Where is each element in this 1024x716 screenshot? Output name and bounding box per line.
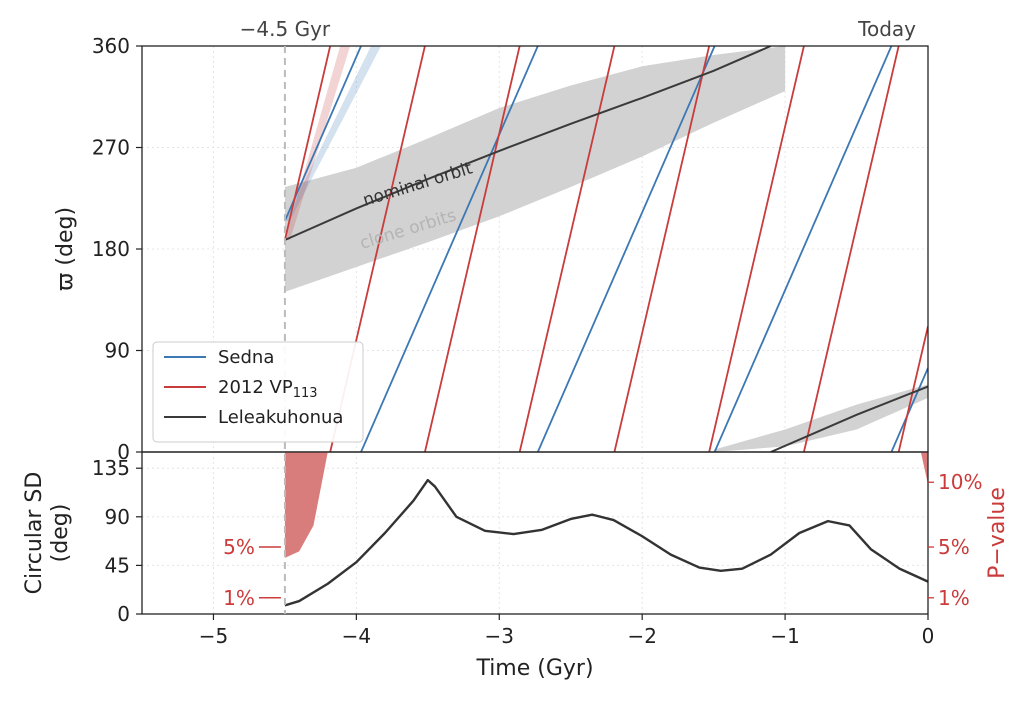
legend-label: Sedna	[218, 347, 274, 368]
legend-label: 2012 VP113	[218, 377, 318, 401]
top-y-tick-label: 90	[105, 339, 130, 363]
bottom-panel-frame	[141, 451, 929, 615]
x-tick-label: −3	[485, 624, 514, 648]
leleakuhonua-line	[770, 385, 928, 452]
legend-label-subscript: 113	[293, 386, 318, 401]
p-level-left-label: 5%	[223, 535, 255, 559]
circular-sd-curve	[284, 478, 928, 607]
p-value-fill	[284, 452, 928, 558]
precession-lines	[284, 46, 928, 452]
svg-text:(deg): (deg)	[48, 504, 73, 563]
sedna-spread-band	[284, 46, 382, 221]
top-y-ticks: 0 90 180 270 360	[92, 34, 142, 464]
bottom-y-tick-label: 90	[105, 505, 130, 529]
p-level-right-label: 10%	[938, 470, 982, 494]
sedna-line-segment	[360, 46, 539, 452]
vp113-line-segment	[613, 46, 711, 452]
p-level-left-label: 1%	[223, 586, 255, 610]
x-axis-title: Time (Gyr)	[475, 656, 593, 681]
start-time-label: −4.5 Gyr	[240, 17, 331, 41]
x-tick-label: −5	[199, 624, 228, 648]
x-tick-label: −1	[770, 624, 799, 648]
circular-sd-line	[284, 478, 928, 607]
legend-label: Leleakuhonua	[218, 407, 343, 428]
clone-band	[713, 384, 928, 452]
x-tick-label: −4	[342, 624, 371, 648]
bottom-y-tick-label: 0	[117, 602, 130, 626]
today-label: Today	[857, 17, 916, 41]
clone-bands	[284, 46, 928, 452]
p-level-right-label: 1%	[938, 586, 970, 610]
p-level-right-label: 5%	[938, 535, 970, 559]
vp113-line-segment	[708, 46, 805, 452]
bottom-y-tick-label: 45	[105, 553, 130, 577]
p-value-fill-left	[284, 452, 328, 558]
top-y-axis-title: ϖ (deg)	[53, 207, 78, 291]
x-tick-label: −2	[627, 624, 656, 648]
top-y-tick-label: 270	[92, 136, 130, 160]
top-y-tick-label: 360	[92, 34, 130, 58]
vp113-line-segment	[284, 46, 332, 241]
sedna-line-segment	[713, 46, 893, 452]
top-y-tick-label: 180	[92, 237, 130, 261]
sedna-line-segment	[284, 46, 362, 222]
leleakuhonua-line	[284, 46, 772, 241]
top-y-tick-label: 0	[117, 440, 130, 464]
bottom-y-tick-label: 135	[92, 456, 130, 480]
vp113-line-segment	[897, 326, 928, 452]
vp113-line-segment	[803, 46, 900, 452]
svg-text:Circular SD: Circular SD	[22, 472, 47, 595]
clone-band	[284, 46, 786, 292]
x-tick-label: 0	[922, 624, 935, 648]
bottom-y-axis-title: Circular SD (deg)	[22, 472, 73, 595]
sedna-line-segment	[536, 46, 716, 452]
p-value-axis-title: P−value	[985, 487, 1010, 579]
vp113-spread-band	[284, 46, 351, 240]
vp113-line-segment	[424, 46, 521, 452]
sedna-line-segment	[890, 367, 928, 452]
p-value-fill-right	[920, 452, 928, 485]
legend: Sedna 2012 VP113 Leleakuhonua	[152, 341, 364, 443]
